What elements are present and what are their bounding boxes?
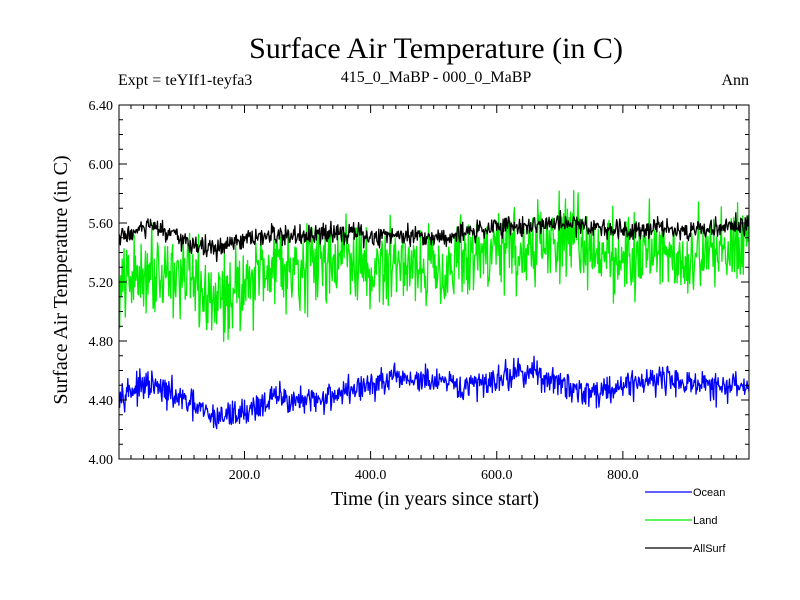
plot-area bbox=[119, 190, 749, 430]
y-axis-label: Surface Air Temperature (in C) bbox=[50, 155, 72, 404]
period-label: 415_0_MaBP - 000_0_MaBP bbox=[341, 69, 532, 86]
y-tick-label: 6.40 bbox=[89, 99, 114, 114]
series-line-ocean bbox=[119, 355, 749, 430]
y-tick-label: 4.80 bbox=[89, 335, 114, 350]
y-tick-label: 6.00 bbox=[89, 158, 114, 173]
series-line-land bbox=[119, 190, 749, 343]
x-tick-label: 800.0 bbox=[607, 468, 639, 483]
y-tick-label: 5.20 bbox=[89, 276, 114, 291]
experiment-label: Expt = teYIf1-teyfa3 bbox=[118, 72, 252, 89]
season-label: Ann bbox=[721, 72, 749, 89]
x-tick-label: 600.0 bbox=[481, 468, 513, 483]
chart-title: Surface Air Temperature (in C) bbox=[249, 32, 623, 65]
x-axis-label: Time (in years since start) bbox=[331, 488, 539, 510]
axes: 200.0 400.0 600.0 800.0 4.00 4.40 4.80 5.20 5.60… bbox=[89, 99, 750, 483]
x-tick-label: 400.0 bbox=[355, 468, 387, 483]
legend-label-allsurf: AllSurf bbox=[693, 543, 726, 555]
y-tick-label: 4.40 bbox=[89, 394, 114, 409]
legend: Ocean Land AllSurf bbox=[645, 487, 726, 555]
y-tick-label: 4.00 bbox=[89, 453, 114, 468]
legend-label-land: Land bbox=[693, 515, 717, 527]
series-line-allsurf bbox=[119, 209, 749, 263]
y-tick-label: 5.60 bbox=[89, 217, 114, 232]
legend-label-ocean: Ocean bbox=[693, 487, 725, 499]
x-tick-label: 200.0 bbox=[229, 468, 261, 483]
